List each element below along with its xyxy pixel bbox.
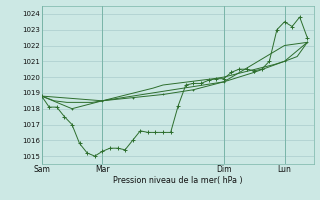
X-axis label: Pression niveau de la mer( hPa ): Pression niveau de la mer( hPa )	[113, 176, 243, 185]
